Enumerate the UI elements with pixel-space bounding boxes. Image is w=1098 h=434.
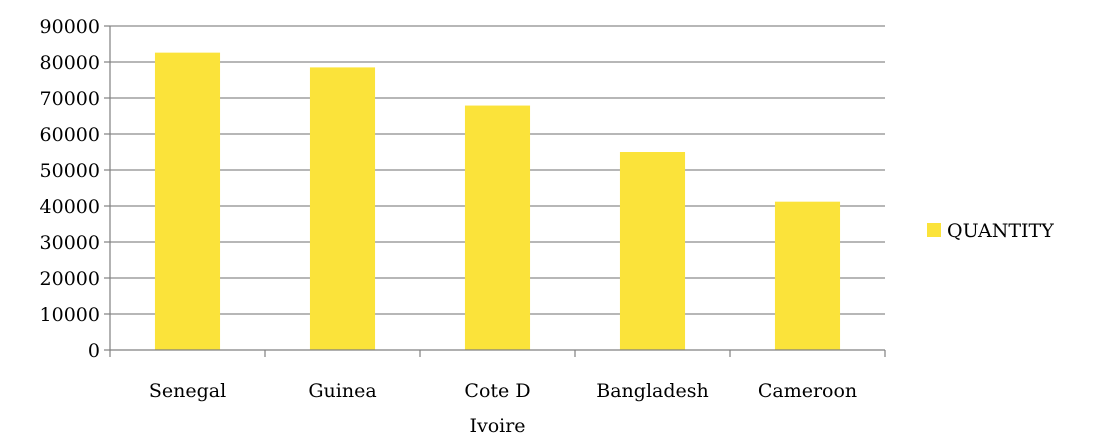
x-axis-category-labels: Senegal Guinea Cote D Ivoire Bangladesh Camer… [149, 380, 857, 434]
y-tick-label: 40000 [40, 196, 100, 218]
x-category-label: Bangladesh [596, 380, 709, 402]
y-tick-label: 10000 [40, 304, 100, 326]
y-tick-label: 50000 [40, 160, 100, 182]
y-tick-label: 60000 [40, 124, 100, 146]
bar-bangladesh [619, 152, 686, 350]
x-category-label: Cote D Ivoire [464, 380, 530, 434]
bar-cameroon [774, 201, 841, 350]
x-category-label: Cameroon [758, 380, 857, 402]
bar-senegal [154, 52, 221, 350]
y-tick-label: 80000 [40, 52, 100, 74]
legend-swatch [927, 223, 941, 237]
legend: QUANTITY [927, 220, 1054, 242]
x-category-label: Senegal [149, 380, 226, 402]
y-axis-tick-labels: 0 10000 20000 30000 40000 50000 60000 70000 8000… [40, 16, 100, 362]
bar-cote-d-ivoire [464, 105, 531, 350]
axes [104, 25, 886, 357]
bar-guinea [309, 67, 376, 351]
y-tick-label: 0 [88, 340, 100, 362]
legend-label: QUANTITY [947, 220, 1054, 242]
x-category-label: Guinea [308, 380, 376, 402]
bars [154, 52, 841, 351]
y-tick-label: 90000 [40, 16, 100, 38]
y-tick-label: 30000 [40, 232, 100, 254]
y-tick-label: 20000 [40, 268, 100, 290]
y-tick-label: 70000 [40, 88, 100, 110]
